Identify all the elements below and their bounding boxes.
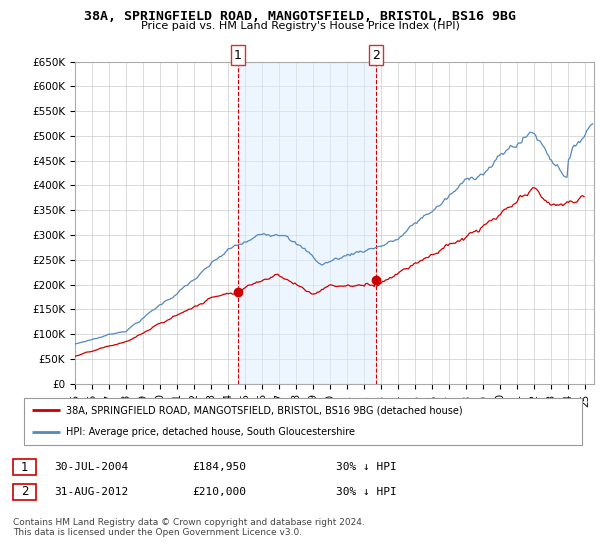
Text: 2: 2 bbox=[21, 485, 28, 498]
Text: 30-JUL-2004: 30-JUL-2004 bbox=[54, 462, 128, 472]
Bar bbox=[238, 62, 376, 384]
Text: £184,950: £184,950 bbox=[192, 462, 246, 472]
Text: 31-AUG-2012: 31-AUG-2012 bbox=[54, 487, 128, 497]
Text: 30% ↓ HPI: 30% ↓ HPI bbox=[336, 462, 397, 472]
Text: 1: 1 bbox=[234, 49, 242, 62]
Text: 1: 1 bbox=[21, 460, 28, 474]
Text: 38A, SPRINGFIELD ROAD, MANGOTSFIELD, BRISTOL, BS16 9BG: 38A, SPRINGFIELD ROAD, MANGOTSFIELD, BRI… bbox=[84, 10, 516, 23]
Text: Contains HM Land Registry data © Crown copyright and database right 2024.
This d: Contains HM Land Registry data © Crown c… bbox=[13, 518, 365, 538]
Text: 2: 2 bbox=[372, 49, 380, 62]
Text: Price paid vs. HM Land Registry's House Price Index (HPI): Price paid vs. HM Land Registry's House … bbox=[140, 21, 460, 31]
Text: 30% ↓ HPI: 30% ↓ HPI bbox=[336, 487, 397, 497]
FancyBboxPatch shape bbox=[24, 398, 582, 445]
Text: £210,000: £210,000 bbox=[192, 487, 246, 497]
Text: HPI: Average price, detached house, South Gloucestershire: HPI: Average price, detached house, Sout… bbox=[66, 427, 355, 437]
Text: 38A, SPRINGFIELD ROAD, MANGOTSFIELD, BRISTOL, BS16 9BG (detached house): 38A, SPRINGFIELD ROAD, MANGOTSFIELD, BRI… bbox=[66, 405, 463, 416]
